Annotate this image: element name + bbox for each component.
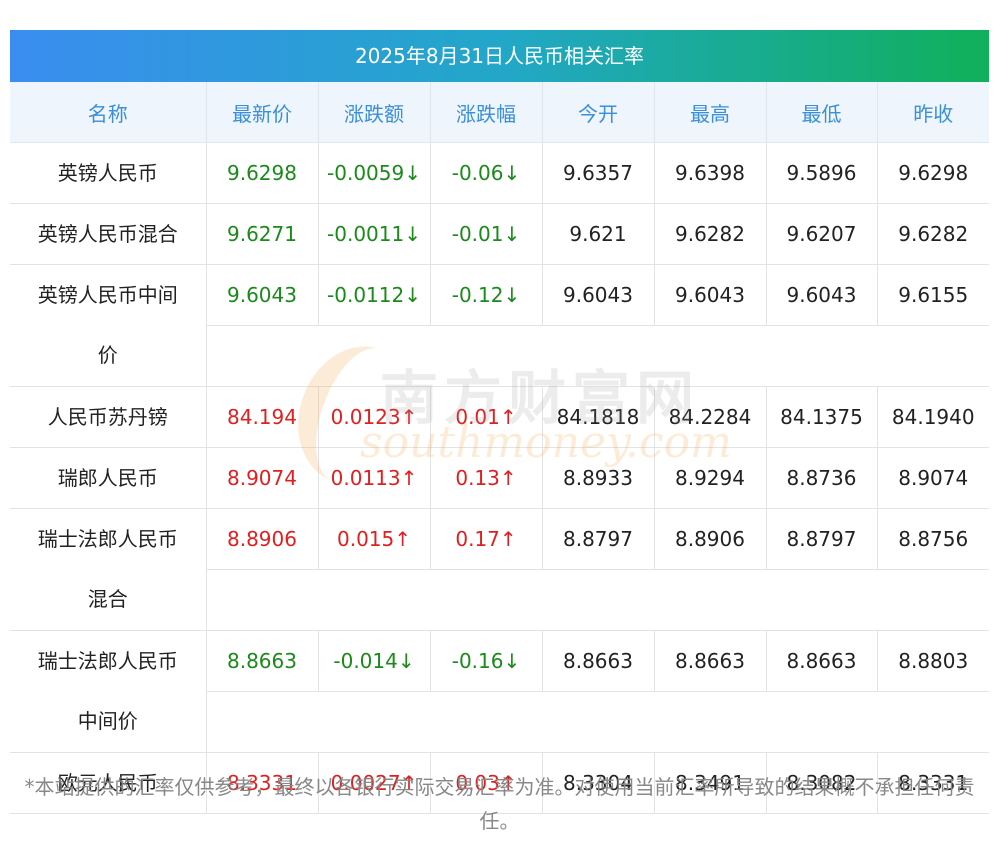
- cell-open: 8.8933: [541, 447, 654, 509]
- cell-change: 0.0027↑: [317, 752, 430, 814]
- header-high[interactable]: 最高: [654, 82, 767, 143]
- cell-latest: 8.9074: [205, 447, 318, 509]
- cell-change-pct: -0.12↓: [429, 264, 542, 326]
- cell-change-pct: 0.01↑: [429, 386, 542, 448]
- table-row[interactable]: 瑞士法郎人民币混合 8.8906 0.015↑ 0.17↑ 8.8797 8.8906 8.…: [10, 508, 989, 631]
- cell-latest: 9.6271: [205, 203, 318, 265]
- table-row[interactable]: 瑞士法郎人民币中间价 8.8663 -0.014↓ -0.16↓ 8.8663 8.866…: [10, 630, 989, 753]
- cell-change: -0.0011↓: [317, 203, 430, 265]
- header-change[interactable]: 涨跌额: [318, 82, 431, 143]
- cell-name[interactable]: 瑞士法郎人民币中间价: [10, 630, 206, 753]
- cell-change: -0.0059↓: [317, 142, 430, 204]
- cell-latest: 8.8906: [205, 508, 318, 570]
- cell-change: 0.0123↑: [317, 386, 430, 448]
- cell-high: 8.3491: [653, 752, 766, 814]
- cell-low: 8.8736: [765, 447, 877, 509]
- cell-change-pct: 0.13↑: [429, 447, 542, 509]
- cell-prev-close: 8.3331: [876, 752, 989, 814]
- cell-name[interactable]: 瑞士法郎人民币混合: [10, 508, 206, 631]
- cell-low: 9.6207: [765, 203, 877, 265]
- cell-prev-close: 8.9074: [876, 447, 989, 509]
- table-title: 2025年8月31日人民币相关汇率: [10, 30, 989, 82]
- cell-open: 8.8663: [541, 630, 654, 692]
- cell-change-pct: -0.01↓: [429, 203, 542, 265]
- cell-prev-close: 9.6155: [876, 264, 989, 326]
- cell-high: 8.9294: [653, 447, 766, 509]
- cell-high: 8.8906: [653, 508, 766, 570]
- cell-prev-close: 9.6282: [876, 203, 989, 265]
- cell-prev-close: 84.1940: [876, 386, 989, 448]
- cell-change-pct: -0.06↓: [429, 142, 542, 204]
- rates-panel: 2025年8月31日人民币相关汇率 名称 最新价 涨跌额 涨跌幅 今开 最高 最…: [10, 30, 989, 814]
- cell-latest: 8.8663: [205, 630, 318, 692]
- header-row: 名称 最新价 涨跌额 涨跌幅 今开 最高 最低 昨收: [10, 82, 989, 143]
- cell-name[interactable]: 英镑人民币混合: [10, 203, 206, 265]
- cell-name[interactable]: 欧元人民币: [10, 752, 206, 814]
- cell-high: 9.6282: [653, 203, 766, 265]
- cell-low: 8.8663: [765, 630, 877, 692]
- table-row[interactable]: 人民币苏丹镑 84.194 0.0123↑ 0.01↑ 84.1818 84.2284 84…: [10, 386, 989, 448]
- cell-change-pct: -0.16↓: [429, 630, 542, 692]
- row-continuation-filler: [205, 569, 989, 631]
- cell-latest: 84.194: [205, 386, 318, 448]
- cell-latest: 9.6043: [205, 264, 318, 326]
- cell-change: 0.015↑: [317, 508, 430, 570]
- cell-name[interactable]: 英镑人民币中间价: [10, 264, 206, 387]
- cell-low: 9.6043: [765, 264, 877, 326]
- cell-high: 9.6043: [653, 264, 766, 326]
- cell-low: 9.5896: [765, 142, 877, 204]
- cell-high: 8.8663: [653, 630, 766, 692]
- table-row-continuation: [10, 569, 989, 631]
- cell-change: -0.014↓: [317, 630, 430, 692]
- cell-open: 84.1818: [541, 386, 654, 448]
- cell-prev-close: 8.8756: [876, 508, 989, 570]
- cell-open: 8.8797: [541, 508, 654, 570]
- header-low[interactable]: 最低: [766, 82, 878, 143]
- header-change-pct[interactable]: 涨跌幅: [430, 82, 543, 143]
- table-row[interactable]: 英镑人民币 9.6298 -0.0059↓ -0.06↓ 9.6357 9.6398 9.5…: [10, 142, 989, 204]
- cell-low: 8.8797: [765, 508, 877, 570]
- cell-low: 84.1375: [765, 386, 877, 448]
- table-row-continuation: [10, 325, 989, 387]
- cell-change: -0.0112↓: [317, 264, 430, 326]
- row-continuation-filler: [205, 691, 989, 753]
- cell-open: 9.6357: [541, 142, 654, 204]
- header-name[interactable]: 名称: [10, 82, 207, 143]
- cell-name[interactable]: 瑞郎人民币: [10, 447, 206, 509]
- disclaimer-note: *本站提供的汇率仅供参考，最终以各银行实际交易汇率为准。对使用当前汇率所导致的结…: [24, 775, 975, 833]
- cell-open: 9.621: [541, 203, 654, 265]
- cell-latest: 9.6298: [205, 142, 318, 204]
- rates-table: 名称 最新价 涨跌额 涨跌幅 今开 最高 最低 昨收 英镑人民币 9.6298 -0…: [10, 82, 989, 814]
- table-row[interactable]: 欧元人民币 8.3331 0.0027↑ 0.03↑ 8.3304 8.3491 8.308…: [10, 752, 989, 814]
- table-row[interactable]: 瑞郎人民币 8.9074 0.0113↑ 0.13↑ 8.8933 8.9294 8.873…: [10, 447, 989, 509]
- row-continuation-filler: [205, 325, 989, 387]
- cell-low: 8.3082: [765, 752, 877, 814]
- cell-prev-close: 8.8803: [876, 630, 989, 692]
- table-row[interactable]: 英镑人民币中间价 9.6043 -0.0112↓ -0.12↓ 9.6043 9.6043…: [10, 264, 989, 387]
- cell-name[interactable]: 人民币苏丹镑: [10, 386, 206, 448]
- cell-high: 9.6398: [653, 142, 766, 204]
- table-row-continuation: [10, 691, 989, 753]
- cell-prev-close: 9.6298: [876, 142, 989, 204]
- cell-change-pct: 0.03↑: [429, 752, 542, 814]
- cell-change: 0.0113↑: [317, 447, 430, 509]
- header-latest[interactable]: 最新价: [206, 82, 319, 143]
- cell-open: 8.3304: [541, 752, 654, 814]
- cell-open: 9.6043: [541, 264, 654, 326]
- cell-high: 84.2284: [653, 386, 766, 448]
- cell-change-pct: 0.17↑: [429, 508, 542, 570]
- cell-name[interactable]: 英镑人民币: [10, 142, 206, 204]
- header-prev-close[interactable]: 昨收: [877, 82, 989, 143]
- table-row[interactable]: 英镑人民币混合 9.6271 -0.0011↓ -0.01↓ 9.621 9.6282 9.…: [10, 203, 989, 265]
- header-open[interactable]: 今开: [542, 82, 655, 143]
- cell-latest: 8.3331: [205, 752, 318, 814]
